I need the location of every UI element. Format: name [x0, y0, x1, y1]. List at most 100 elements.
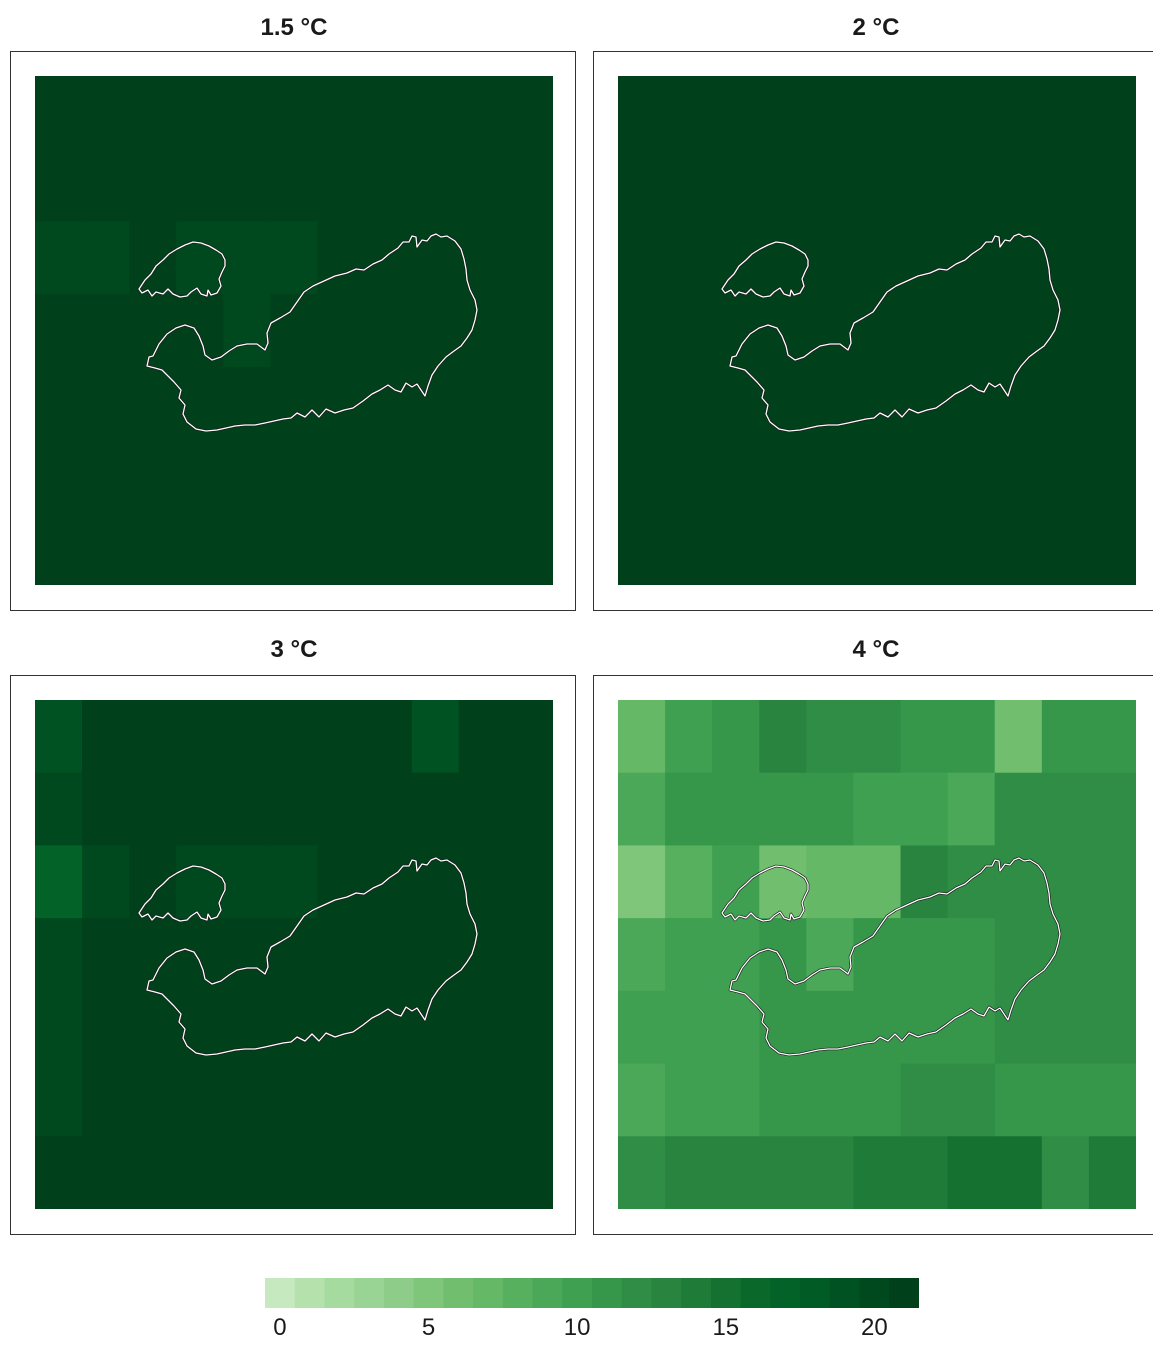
grid-cell [364, 221, 413, 295]
grid-cell [759, 845, 807, 919]
grid-cell [1041, 700, 1090, 774]
grid-cell [411, 76, 460, 150]
grid-cell [176, 772, 224, 847]
grid-cell [176, 512, 224, 585]
grid-cell [618, 700, 666, 774]
grid-cell [994, 76, 1043, 150]
grid-cell [317, 772, 366, 847]
grid-cell [411, 845, 460, 919]
grid-cell [618, 294, 666, 368]
grid-cell [1041, 918, 1090, 992]
grid-cell [994, 221, 1043, 295]
grid-cell [458, 918, 507, 992]
grid-cell [82, 845, 130, 919]
grid-cell [947, 918, 996, 992]
grid-cell [665, 221, 713, 295]
grid-cell [806, 294, 855, 368]
grid-cell [806, 845, 855, 919]
grid-cell [129, 221, 177, 295]
grid-cell [806, 1136, 855, 1209]
grid-cell [806, 221, 855, 295]
grid-cell [712, 148, 760, 223]
colorbar-swatch [324, 1278, 355, 1308]
grid-cell [411, 512, 460, 585]
grid-cell [1088, 439, 1136, 513]
grid-cell [994, 772, 1043, 847]
grid-cell [1088, 772, 1136, 847]
grid-cell [317, 1136, 366, 1209]
colorbar-swatch [473, 1278, 504, 1308]
grid-cell [1088, 294, 1136, 368]
grid-cell [712, 221, 760, 295]
grid-cell [853, 221, 902, 295]
grid-cell [900, 148, 949, 223]
map-grid [618, 76, 1136, 585]
grid-cell [223, 772, 272, 847]
grid-cell [712, 1063, 760, 1137]
grid-cell [270, 439, 319, 513]
grid-cell [759, 439, 807, 513]
grid-cell [1088, 1063, 1136, 1137]
grid-cell [618, 512, 666, 585]
grid-cell [411, 1063, 460, 1137]
grid-cell [1041, 148, 1090, 223]
grid-cell [458, 700, 507, 774]
grid-cell [411, 700, 460, 774]
grid-cell [712, 772, 760, 847]
panel-title: 3 °C [270, 636, 318, 663]
grid-cell [129, 148, 177, 223]
grid-cell [505, 294, 553, 368]
grid-cell [35, 512, 83, 585]
grid-cell [618, 76, 666, 150]
grid-cell [176, 294, 224, 368]
grid-cell [35, 918, 83, 992]
panel-title: 4 °C [852, 636, 900, 663]
grid-cell [411, 1136, 460, 1209]
grid-cell [270, 700, 319, 774]
grid-cell [947, 1136, 996, 1209]
grid-cell [1041, 439, 1090, 513]
grid-cell [176, 148, 224, 223]
grid-cell [900, 1136, 949, 1209]
grid-cell [82, 148, 130, 223]
grid-cell [806, 512, 855, 585]
grid-cell [317, 918, 366, 992]
grid-cell [665, 439, 713, 513]
grid-cell [900, 439, 949, 513]
grid-cell [82, 221, 130, 295]
grid-cell [947, 366, 996, 441]
grid-cell [223, 76, 272, 150]
grid-cell [270, 1063, 319, 1137]
grid-cell [317, 700, 366, 774]
grid-cell [364, 845, 413, 919]
grid-cell [1088, 366, 1136, 441]
grid-cell [129, 772, 177, 847]
grid-cell [35, 366, 83, 441]
panel-title: 1.5 °C [260, 14, 328, 41]
grid-cell [223, 366, 272, 441]
grid-cell [364, 366, 413, 441]
grid-cell [1041, 512, 1090, 585]
grid-cell [458, 148, 507, 223]
grid-cell [806, 148, 855, 223]
grid-cell [223, 990, 272, 1065]
grid-cell [759, 294, 807, 368]
colorbar-swatch [413, 1278, 444, 1308]
colorbar-swatch [502, 1278, 534, 1308]
colorbar-swatch [354, 1278, 385, 1308]
grid-cell [317, 1063, 366, 1137]
grid-cell [176, 700, 224, 774]
grid-cell [82, 918, 130, 992]
grid-cell [176, 918, 224, 992]
grid-cell [806, 439, 855, 513]
grid-cell [364, 1063, 413, 1137]
grid-cell [35, 772, 83, 847]
grid-cell [994, 1063, 1043, 1137]
grid-cell [82, 76, 130, 150]
map-grid [35, 76, 553, 585]
colorbar-swatch [740, 1278, 771, 1308]
boundary-main [146, 233, 478, 432]
grid-cell [1041, 1136, 1090, 1209]
grid-cell [364, 148, 413, 223]
grid-cell [853, 772, 902, 847]
